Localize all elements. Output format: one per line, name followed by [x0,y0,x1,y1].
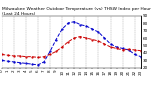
Text: Milwaukee Weather Outdoor Temperature (vs) THSW Index per Hour (Last 24 Hours): Milwaukee Weather Outdoor Temperature (v… [2,7,150,16]
